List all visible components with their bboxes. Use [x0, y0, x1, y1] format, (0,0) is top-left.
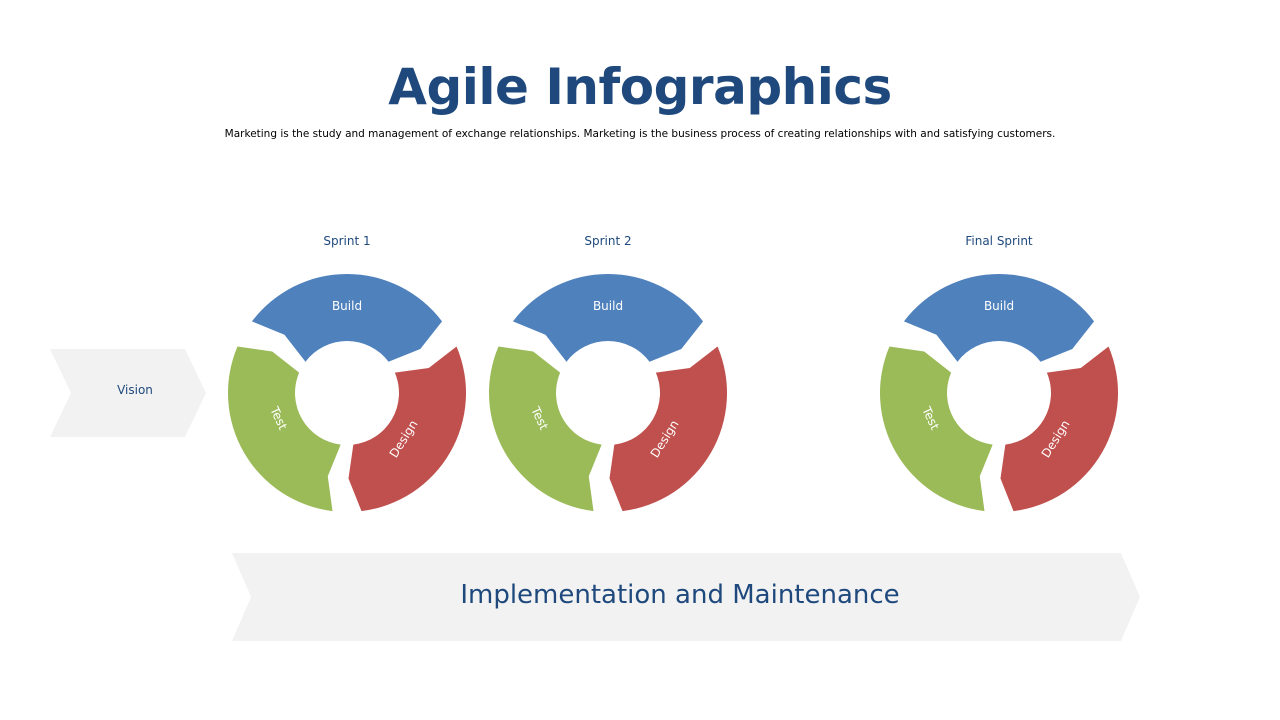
- vision-chevron: [50, 349, 206, 437]
- sprint-2-label: Sprint 2: [584, 234, 632, 248]
- page-title: Agile Infographics: [388, 58, 892, 116]
- vision-label: Vision: [117, 383, 153, 397]
- final-sprint-label: Final Sprint: [965, 234, 1033, 248]
- page-subtitle: Marketing is the study and management of…: [224, 128, 1056, 140]
- build-label: Build: [593, 299, 623, 313]
- implementation-label: Implementation and Maintenance: [460, 580, 900, 610]
- test-segment: [489, 346, 602, 512]
- build-segment: [251, 273, 443, 362]
- design-segment: [1000, 346, 1118, 512]
- build-segment: [903, 273, 1095, 362]
- sprint-2-cycle: Build Test Design: [489, 273, 727, 512]
- sprint-1-label: Sprint 1: [323, 234, 371, 248]
- build-label: Build: [332, 299, 362, 313]
- implementation-chevron: [232, 553, 1140, 641]
- design-segment: [609, 346, 727, 512]
- build-segment: [512, 273, 704, 362]
- final-sprint-cycle: Build Test Design: [880, 273, 1118, 512]
- test-segment: [228, 346, 341, 512]
- design-segment: [348, 346, 466, 512]
- test-segment: [880, 346, 993, 512]
- build-label: Build: [984, 299, 1014, 313]
- sprint-1-cycle: Build Test Design: [228, 273, 466, 512]
